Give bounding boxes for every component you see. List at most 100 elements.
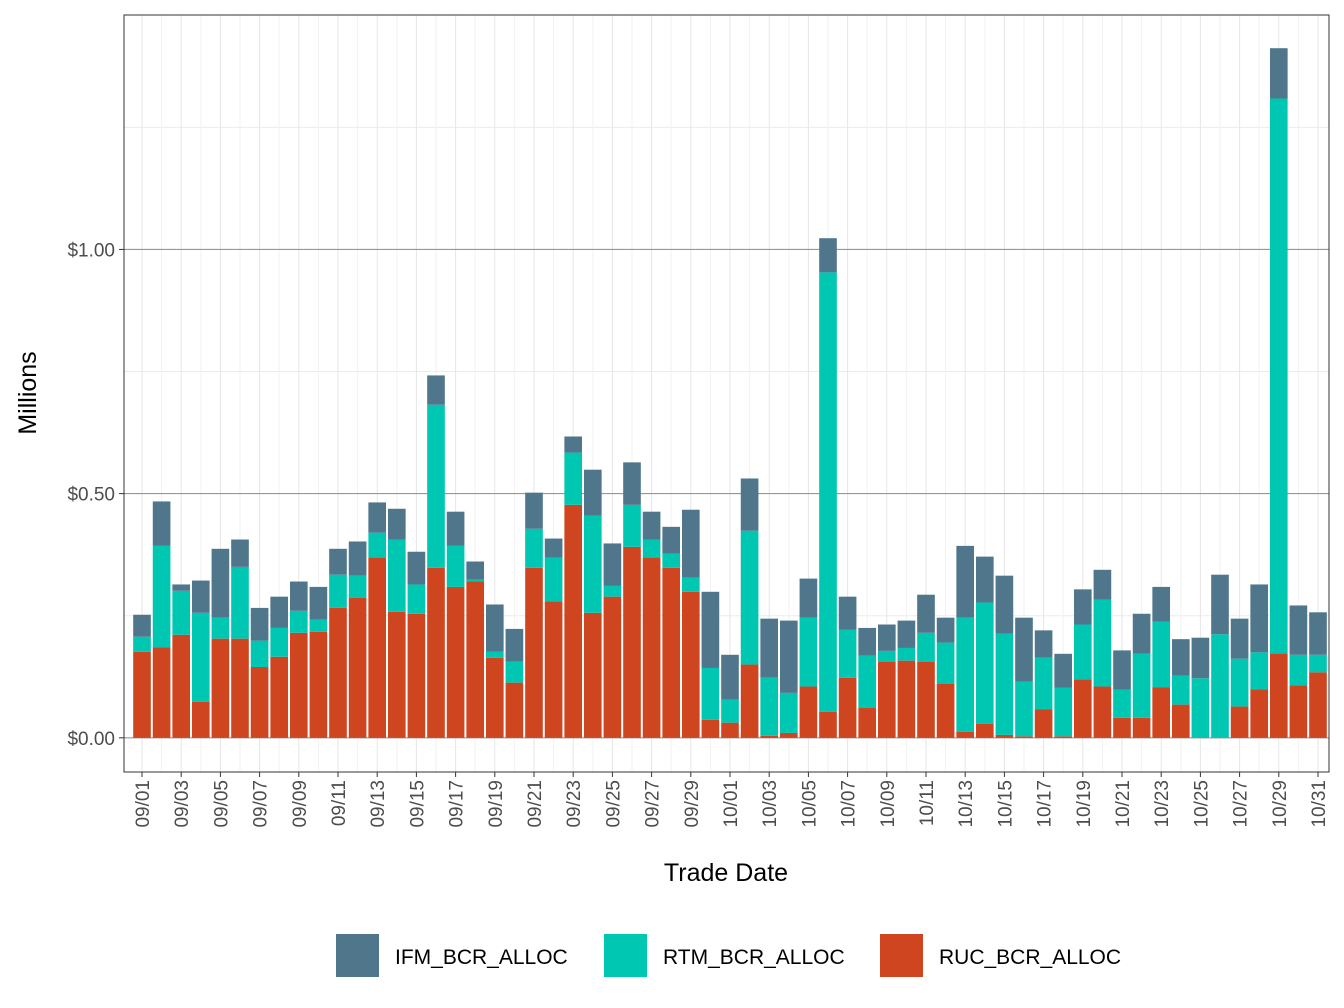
legend-swatch [336,934,379,977]
bar-ruc_bcr_alloc-09/19 [485,657,504,738]
bar-ifm_bcr_alloc-10/30 [1289,605,1308,655]
bar-ifm_bcr_alloc-10/19 [1073,589,1092,625]
bar-rtm_bcr_alloc-10/26 [1211,634,1229,738]
legend: IFM_BCR_ALLOC RTM_BCR_ALLOC RUC_BCR_ALLOC [336,934,1121,977]
bar-ifm_bcr_alloc-10/07 [838,596,857,630]
x-tick-label: 10/29 [1270,780,1291,828]
plot-border [123,14,1330,773]
bar-ifm_bcr_alloc-09/19 [485,604,504,652]
bar-ifm_bcr_alloc-09/23 [564,436,583,453]
x-tick-label: 10/03 [760,780,781,828]
bar-ifm_bcr_alloc-10/05 [799,578,818,618]
bar-rtm_bcr_alloc-09/04 [191,612,210,702]
bars [133,48,1327,738]
x-tick-label: 10/01 [721,780,742,828]
bar-ruc_bcr_alloc-10/08 [858,708,877,738]
bar-ifm_bcr_alloc-09/05 [211,548,230,618]
bar-rtm_bcr_alloc-10/24 [1171,675,1190,705]
x-tick-label: 09/03 [172,780,193,828]
bar-rtm_bcr_alloc-09/28 [662,553,681,568]
bar-ruc_bcr_alloc-10/30 [1289,685,1308,738]
bar-ruc_bcr_alloc-09/12 [348,597,367,738]
bar-ruc_bcr_alloc-09/18 [466,581,485,738]
bar-ifm_bcr_alloc-09/30 [701,591,720,668]
bar-rtm_bcr_alloc-09/09 [289,610,308,633]
bar-ruc_bcr_alloc-09/30 [701,719,720,738]
bar-ifm_bcr_alloc-09/09 [289,581,308,611]
x-tick-label: 10/13 [956,780,977,828]
bar-ifm_bcr_alloc-10/26 [1211,574,1229,635]
bar-ruc_bcr_alloc-10/12 [936,683,955,738]
x-tick-label: 10/27 [1231,780,1252,828]
bar-ifm_bcr_alloc-09/14 [387,508,406,540]
bar-ruc_bcr_alloc-10/13 [956,731,975,738]
bar-rtm_bcr_alloc-09/06 [231,566,249,639]
bar-rtm_bcr_alloc-09/22 [544,557,563,602]
x-axis-title: Trade Date [664,859,788,887]
x-tick-label: 09/01 [133,780,154,828]
bar-ruc_bcr_alloc-09/07 [250,666,269,738]
bar-ruc_bcr_alloc-09/02 [152,647,171,738]
bar-rtm_bcr_alloc-10/10 [897,647,916,661]
bar-rtm_bcr_alloc-09/20 [505,661,524,683]
bar-ruc_bcr_alloc-09/09 [289,632,308,738]
bar-ruc_bcr_alloc-10/20 [1093,686,1112,738]
x-tick-label: 10/19 [1074,780,1095,828]
bar-rtm_bcr_alloc-09/01 [133,636,151,652]
bar-ruc_bcr_alloc-10/18 [1054,736,1073,738]
bar-rtm_bcr_alloc-10/19 [1073,624,1092,680]
bar-ifm_bcr_alloc-09/10 [309,586,328,620]
bar-ruc_bcr_alloc-10/21 [1113,717,1131,738]
bar-rtm_bcr_alloc-10/27 [1230,658,1249,707]
x-tick-label: 10/09 [878,780,899,828]
bar-rtm_bcr_alloc-09/21 [525,528,543,568]
x-tick-label: 09/05 [211,780,232,828]
x-tick-label: 09/17 [447,780,468,828]
bar-ifm_bcr_alloc-10/10 [897,620,916,648]
bar-ifm_bcr_alloc-10/09 [877,624,896,651]
x-tick-label: 09/07 [251,780,272,828]
bar-ifm_bcr_alloc-10/03 [760,618,779,678]
bar-ifm_bcr_alloc-09/28 [662,526,681,554]
bar-ruc_bcr_alloc-10/09 [877,661,896,738]
bar-rtm_bcr_alloc-09/30 [701,667,720,720]
bar-ifm_bcr_alloc-09/18 [466,561,485,580]
bar-ifm_bcr_alloc-09/15 [407,551,426,585]
bar-ruc_bcr_alloc-09/27 [642,557,661,738]
bar-rtm_bcr_alloc-09/15 [407,584,426,614]
bar-rtm_bcr_alloc-10/28 [1250,652,1269,690]
bar-ruc_bcr_alloc-09/17 [446,586,465,738]
bar-ifm_bcr_alloc-09/11 [329,548,347,575]
x-tick-label: 09/13 [368,780,389,828]
bar-rtm_bcr_alloc-10/04 [779,692,798,733]
legend-label: IFM_BCR_ALLOC [395,946,568,969]
bar-ruc_bcr_alloc-10/31 [1309,672,1327,738]
y-tick-label: $1.00 [67,240,115,261]
bar-rtm_bcr_alloc-09/03 [172,590,191,635]
bar-rtm_bcr_alloc-10/08 [858,655,877,709]
legend-label: RUC_BCR_ALLOC [939,946,1121,969]
bar-rtm_bcr_alloc-09/07 [250,640,269,667]
bar-ruc_bcr_alloc-09/20 [505,682,524,738]
bar-ruc_bcr_alloc-10/29 [1269,653,1288,738]
bar-ruc_bcr_alloc-10/24 [1171,704,1190,738]
bar-ruc_bcr_alloc-10/06 [819,711,837,738]
bar-rtm_bcr_alloc-10/22 [1132,653,1151,718]
bar-rtm_bcr_alloc-10/11 [917,632,935,662]
bar-rtm_bcr_alloc-10/21 [1113,689,1131,718]
bar-ifm_bcr_alloc-10/23 [1152,586,1171,622]
bar-ruc_bcr_alloc-10/05 [799,686,818,738]
x-tick-label: 10/23 [1152,780,1173,828]
bar-ifm_bcr_alloc-09/20 [505,628,524,662]
bar-ifm_bcr_alloc-10/02 [740,478,759,531]
bar-ifm_bcr_alloc-09/29 [681,509,700,578]
x-tick-label: 09/25 [603,780,624,828]
bar-ruc_bcr_alloc-10/11 [917,661,935,738]
bar-ifm_bcr_alloc-10/28 [1250,584,1269,653]
bar-ifm_bcr_alloc-10/15 [995,575,1014,634]
bar-ruc_bcr_alloc-09/10 [309,631,328,738]
bar-rtm_bcr_alloc-09/05 [211,617,230,639]
x-tick-label: 09/27 [643,780,664,828]
